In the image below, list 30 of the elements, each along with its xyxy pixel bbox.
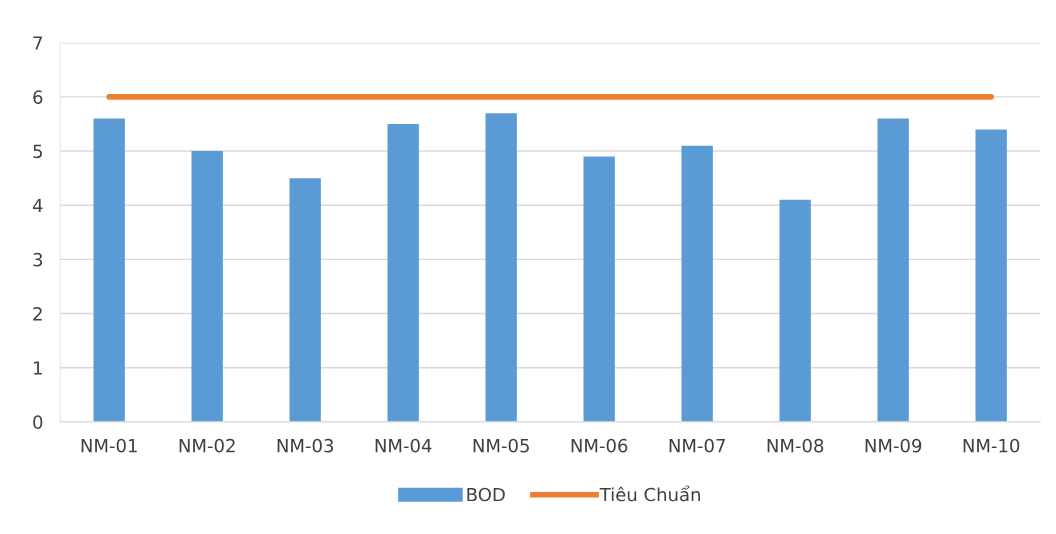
y-tick-label: 1 — [34, 361, 42, 375]
x-tick-label: NM-01 — [81, 438, 137, 453]
bar — [191, 151, 223, 422]
legend-label: BOD — [467, 487, 505, 502]
x-tick-label: NM-02 — [179, 438, 235, 453]
bar — [877, 118, 909, 422]
x-tick-label: NM-06 — [571, 438, 628, 453]
legend-label: Tiêu Chuẩn — [599, 485, 700, 502]
x-tick-label: NM-09 — [865, 438, 922, 453]
bar — [485, 113, 517, 422]
x-tick-label: NM-08 — [767, 438, 824, 453]
y-tick-label: 4 — [32, 198, 43, 213]
y-tick-label: 0 — [33, 415, 43, 429]
x-tick-label: NM-05 — [473, 438, 529, 453]
y-tick-label: 2 — [33, 306, 42, 321]
y-tick-label: 3 — [33, 252, 43, 267]
bar — [975, 129, 1007, 422]
x-tick-label: NM-04 — [375, 438, 432, 453]
x-tick-label: NM-07 — [669, 438, 725, 453]
bar — [681, 145, 713, 422]
bar — [289, 178, 321, 422]
x-tick-label: NM-03 — [277, 438, 334, 453]
bar — [779, 199, 811, 422]
x-tick-label: NM-10 — [963, 438, 1020, 453]
bar — [387, 123, 419, 422]
bar — [93, 118, 125, 422]
y-tick-label: 5 — [33, 144, 42, 159]
y-tick-label: 7 — [33, 36, 42, 50]
y-tick-label: 6 — [33, 90, 43, 104]
bar — [583, 156, 615, 422]
